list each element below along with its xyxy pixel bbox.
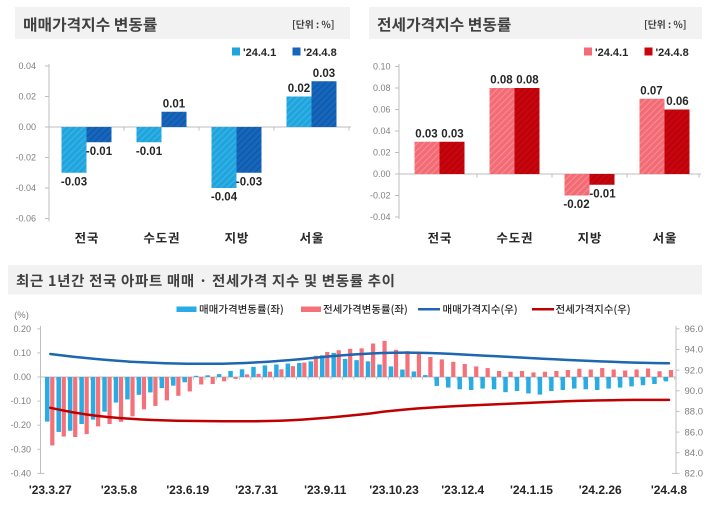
svg-text:'24.4.8: '24.4.8 xyxy=(651,483,688,497)
svg-text:(%): (%) xyxy=(14,310,29,321)
svg-text:-0.01: -0.01 xyxy=(86,146,113,158)
svg-text:82.0: 82.0 xyxy=(685,469,704,480)
svg-text:-0.01: -0.01 xyxy=(589,188,616,200)
svg-text:0.07: 0.07 xyxy=(640,85,662,97)
svg-text:'23.7.31: '23.7.31 xyxy=(235,483,278,497)
svg-text:-0.10: -0.10 xyxy=(10,396,31,406)
svg-text:-0.20: -0.20 xyxy=(10,420,31,430)
svg-text:0.06: 0.06 xyxy=(666,96,688,108)
svg-text:'23.3.27: '23.3.27 xyxy=(29,483,72,497)
svg-text:94.0: 94.0 xyxy=(685,345,704,356)
svg-text:-0.04: -0.04 xyxy=(370,212,391,222)
svg-text:-0.02: -0.02 xyxy=(370,191,391,201)
svg-text:0.04: 0.04 xyxy=(18,61,36,71)
svg-text:0.00: 0.00 xyxy=(18,122,36,132)
svg-text:0.08: 0.08 xyxy=(516,75,539,87)
svg-text:'23.9.11: '23.9.11 xyxy=(304,483,347,497)
svg-text:92.0: 92.0 xyxy=(685,365,704,376)
svg-text:0.06: 0.06 xyxy=(373,105,391,115)
svg-text:0.08: 0.08 xyxy=(373,83,391,93)
svg-text:'24.4.8: '24.4.8 xyxy=(656,47,689,59)
svg-text:0.00: 0.00 xyxy=(13,372,31,382)
svg-text:-0.40: -0.40 xyxy=(10,468,31,478)
svg-text:'24.4.1: '24.4.1 xyxy=(243,47,276,59)
svg-text:86.0: 86.0 xyxy=(685,427,704,438)
svg-text:0.03: 0.03 xyxy=(415,128,437,140)
svg-text:0.10: 0.10 xyxy=(13,348,31,358)
svg-text:'23.10.23: '23.10.23 xyxy=(369,483,419,497)
svg-text:-0.06: -0.06 xyxy=(15,214,36,224)
svg-text:-0.03: -0.03 xyxy=(236,176,262,188)
svg-text:-0.30: -0.30 xyxy=(10,444,31,454)
svg-text:0.08: 0.08 xyxy=(490,75,513,87)
svg-text:'24.2.26: '24.2.26 xyxy=(579,483,622,497)
svg-text:0.04: 0.04 xyxy=(373,126,391,136)
svg-text:'24.4.8: '24.4.8 xyxy=(304,47,337,59)
svg-text:-0.02: -0.02 xyxy=(563,199,589,211)
svg-text:0.03: 0.03 xyxy=(313,68,335,80)
svg-text:'23.12.4: '23.12.4 xyxy=(441,483,484,497)
svg-text:'24.1.15: '24.1.15 xyxy=(510,483,553,497)
svg-text:0.02: 0.02 xyxy=(18,92,36,102)
svg-text:0.03: 0.03 xyxy=(441,128,463,140)
svg-text:88.0: 88.0 xyxy=(685,407,704,418)
svg-text:84.0: 84.0 xyxy=(685,448,704,459)
svg-text:-0.04: -0.04 xyxy=(211,192,238,204)
svg-text:-0.03: -0.03 xyxy=(61,176,87,188)
svg-text:90.0: 90.0 xyxy=(685,386,704,397)
svg-text:0.10: 0.10 xyxy=(373,62,391,72)
svg-text:'23.6.19: '23.6.19 xyxy=(166,483,209,497)
svg-text:0.01: 0.01 xyxy=(163,98,186,110)
svg-text:96.0: 96.0 xyxy=(685,324,704,335)
svg-text:0.00: 0.00 xyxy=(373,169,391,179)
svg-text:-0.02: -0.02 xyxy=(15,153,36,163)
svg-text:-0.01: -0.01 xyxy=(136,146,163,158)
svg-text:0.20: 0.20 xyxy=(13,324,31,334)
svg-text:-0.04: -0.04 xyxy=(15,183,36,193)
svg-text:0.02: 0.02 xyxy=(373,148,391,158)
svg-text:0.02: 0.02 xyxy=(288,83,310,95)
svg-text:'23.5.8: '23.5.8 xyxy=(101,483,138,497)
svg-text:'24.4.1: '24.4.1 xyxy=(595,47,628,59)
